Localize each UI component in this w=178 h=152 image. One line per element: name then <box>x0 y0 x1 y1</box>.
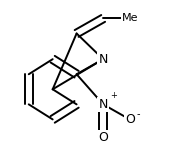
Text: O: O <box>98 131 108 144</box>
Text: -: - <box>137 109 140 119</box>
Text: +: + <box>110 91 117 100</box>
Text: Me: Me <box>122 13 138 23</box>
Text: N: N <box>98 98 108 111</box>
Text: O: O <box>125 113 135 126</box>
Text: N: N <box>98 53 108 66</box>
